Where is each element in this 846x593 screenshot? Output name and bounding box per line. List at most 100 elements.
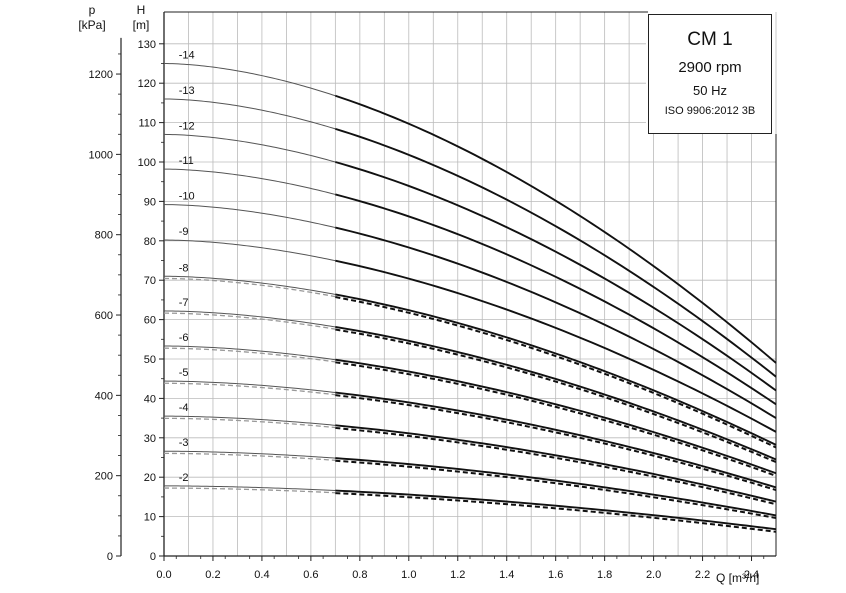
legend-model: CM 1 [687, 29, 733, 50]
p-tick-label: 0 [107, 551, 113, 563]
curve-tolerance-thin [164, 487, 336, 494]
curves [163, 63, 777, 533]
curve-thin-segment [163, 63, 336, 97]
p-tick-label: 600 [95, 310, 113, 322]
pump-curve-stage-2 [164, 485, 777, 533]
pump-curve-stage-3 [164, 450, 777, 520]
pump-curve-stage-7 [163, 310, 777, 463]
p-tick-label: 200 [95, 471, 113, 483]
p-tick-label: 1200 [89, 69, 113, 81]
curve-tolerance-thin [163, 347, 336, 363]
x-tick-label: 1.6 [548, 569, 563, 581]
curve-operating-segment [335, 127, 777, 378]
h-axis-title-line1: H [137, 3, 146, 17]
curve-operating-segment [335, 94, 777, 364]
curve-thin-segment [163, 98, 336, 130]
legend-frequency: 50 Hz [693, 83, 727, 98]
curve-thin-segment [164, 485, 336, 492]
h-tick-label: 130 [138, 39, 156, 51]
curve-operating-segment [335, 326, 777, 461]
x-tick-label: 0.8 [352, 569, 367, 581]
x-tick-label: 1.2 [450, 569, 465, 581]
curve-thin-segment [163, 310, 336, 328]
curve-operating-segment [335, 358, 777, 475]
h-axis-title-line2: [m] [133, 18, 150, 32]
curve-thin-segment [163, 345, 336, 361]
curve-tolerance-thin [163, 312, 336, 330]
x-tick-label: 2.2 [695, 569, 710, 581]
curve-tolerance-dashed [335, 296, 777, 449]
p-tick-label: 400 [95, 390, 113, 402]
x-tick-label: 0.4 [254, 569, 269, 581]
axes: 0.0 0.2 0.4 0.6 0.8 1.0 1.2 1.4 1.6 1.8 2.0 2.2 2.4 0… [89, 11, 777, 581]
curve-operating-segment [335, 489, 777, 531]
curve-thin-segment [164, 450, 336, 459]
curve-thin-segment [163, 168, 336, 195]
curve-label: -8 [179, 262, 189, 274]
h-tick-label: 40 [144, 393, 156, 405]
curve-tolerance-dashed [335, 426, 777, 506]
curve-label: -7 [179, 297, 189, 309]
h-tick-label: 70 [144, 275, 156, 287]
curve-thin-segment [163, 380, 336, 394]
curve-tolerance-dashed [335, 492, 777, 533]
h-tick-label: 100 [138, 157, 156, 169]
x-tick-label: 0.6 [303, 569, 318, 581]
legend-speed: 2900 rpm [678, 59, 742, 76]
curve-tolerance-dashed [335, 459, 777, 520]
x-tick-label: 1.8 [597, 569, 612, 581]
curve-thin-segment [163, 415, 336, 426]
curve-thin-segment [163, 133, 336, 163]
pump-curve-stage-8 [163, 275, 777, 449]
curve-label: -2 [179, 472, 189, 484]
pump-curve-stage-12 [163, 133, 777, 392]
pump-curve-stage-4 [163, 415, 777, 506]
curve-label: -5 [179, 367, 189, 379]
pump-curve-stage-11 [163, 168, 777, 406]
curve-operating-segment [335, 259, 777, 433]
x-tick-label: 0.0 [156, 569, 171, 581]
x-tick-label: 1.4 [499, 569, 514, 581]
curve-tolerance-thin [163, 417, 336, 429]
curve-tolerance-thin [163, 277, 336, 298]
pump-curve-stage-10 [163, 204, 777, 419]
curve-operating-segment [335, 293, 777, 446]
h-tick-label: 20 [144, 472, 156, 484]
h-tick-label: 60 [144, 315, 156, 327]
h-tick-label: 120 [138, 78, 156, 90]
pump-curve-stage-9 [163, 239, 777, 433]
x-tick-label: 2.0 [646, 569, 661, 581]
curve-thin-segment [163, 239, 336, 262]
legend-standard: ISO 9906:2012 3B [664, 105, 756, 117]
h-tick-label: 10 [144, 512, 156, 524]
curve-label: -9 [179, 226, 189, 238]
p-axis-title-line1: p [89, 3, 96, 17]
curve-operating-segment [335, 457, 777, 517]
pump-curve-stage-13 [163, 98, 777, 378]
curve-label: -13 [179, 85, 195, 97]
curve-operating-segment [335, 391, 777, 489]
curve-tolerance-dashed [335, 361, 777, 477]
curve-operating-segment [335, 161, 777, 392]
h-tick-label: 0 [150, 551, 156, 563]
curve-label: -4 [179, 402, 189, 414]
h-tick-label: 30 [144, 433, 156, 445]
curve-tolerance-thin [163, 382, 336, 396]
curve-tolerance-thin [164, 452, 336, 461]
curve-operating-segment [335, 226, 777, 419]
p-axis-title-line2: [kPa] [78, 18, 105, 32]
curve-thin-segment [163, 275, 336, 295]
x-tick-label: 2.4 [744, 569, 759, 581]
curve-label: -11 [179, 155, 194, 167]
curve-labels: -2 -3 -4 -5 -6 -7 -8 -9 -10 -11 -12 -13 -14 [179, 50, 195, 484]
curve-operating-segment [335, 193, 777, 406]
x-tick-label: 1.0 [401, 569, 416, 581]
h-tick-label: 110 [138, 118, 156, 130]
pump-curve-stage-14 [163, 63, 777, 364]
curve-label: -12 [179, 120, 195, 132]
x-tick-label: 0.2 [205, 569, 220, 581]
curve-operating-segment [335, 424, 777, 503]
curve-tolerance-dashed [335, 394, 777, 491]
curve-tolerance-dashed [335, 328, 777, 463]
